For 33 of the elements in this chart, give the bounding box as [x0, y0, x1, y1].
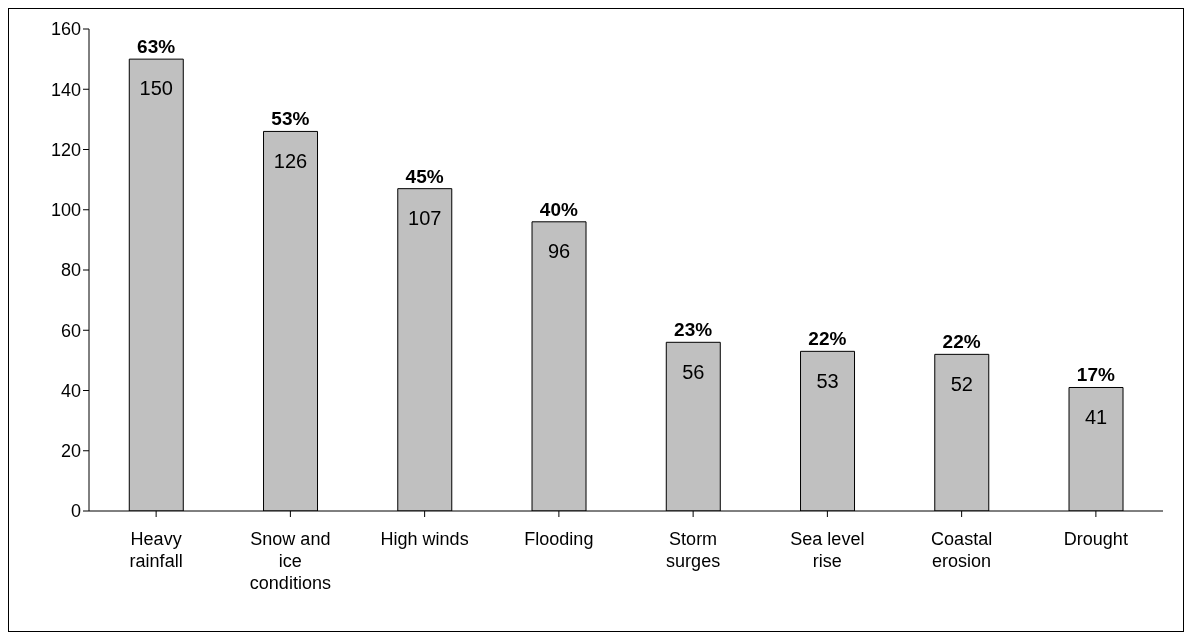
y-tick-label: 0: [70, 501, 81, 522]
annotation: 22%: [808, 328, 847, 350]
data-label: 53: [816, 369, 839, 392]
x-tick-label: High winds: [380, 529, 469, 549]
annotation: 22%: [942, 331, 981, 353]
x-tick-label: Sea level rise: [790, 529, 865, 571]
y-tick-label: 100: [50, 200, 81, 221]
data-label: 52: [950, 372, 973, 395]
data-label: 126: [273, 149, 308, 172]
y-tick-label: 20: [60, 441, 81, 462]
annotation: 45%: [405, 165, 444, 187]
x-tick-label: Drought: [1063, 529, 1128, 549]
x-tick-label: Flooding: [524, 529, 594, 549]
annotation: 40%: [539, 198, 578, 220]
y-tick-label: 80: [60, 260, 81, 281]
x-tick-label: Storm surges: [666, 529, 721, 571]
y-tick-label: 40: [60, 380, 81, 401]
data-label: 150: [139, 77, 173, 100]
y-tick-label: 160: [50, 19, 81, 40]
x-tick-label: Heavy rainfall: [129, 529, 183, 571]
y-tick-label: 120: [50, 139, 81, 160]
data-label: 41: [1084, 405, 1108, 428]
annotation: 63%: [137, 36, 176, 58]
data-label: 96: [547, 240, 571, 262]
annotation: 53%: [271, 108, 310, 130]
y-tick-label: 140: [50, 79, 81, 100]
y-tick-label: 60: [60, 320, 81, 341]
annotation: 17%: [1076, 364, 1115, 386]
x-tick-label: Snow and ice conditions: [249, 529, 331, 593]
x-tick-label: Coastal erosion: [931, 529, 993, 571]
data-label: 107: [408, 206, 442, 229]
data-label: 56: [682, 360, 705, 383]
annotation: 23%: [674, 319, 713, 341]
